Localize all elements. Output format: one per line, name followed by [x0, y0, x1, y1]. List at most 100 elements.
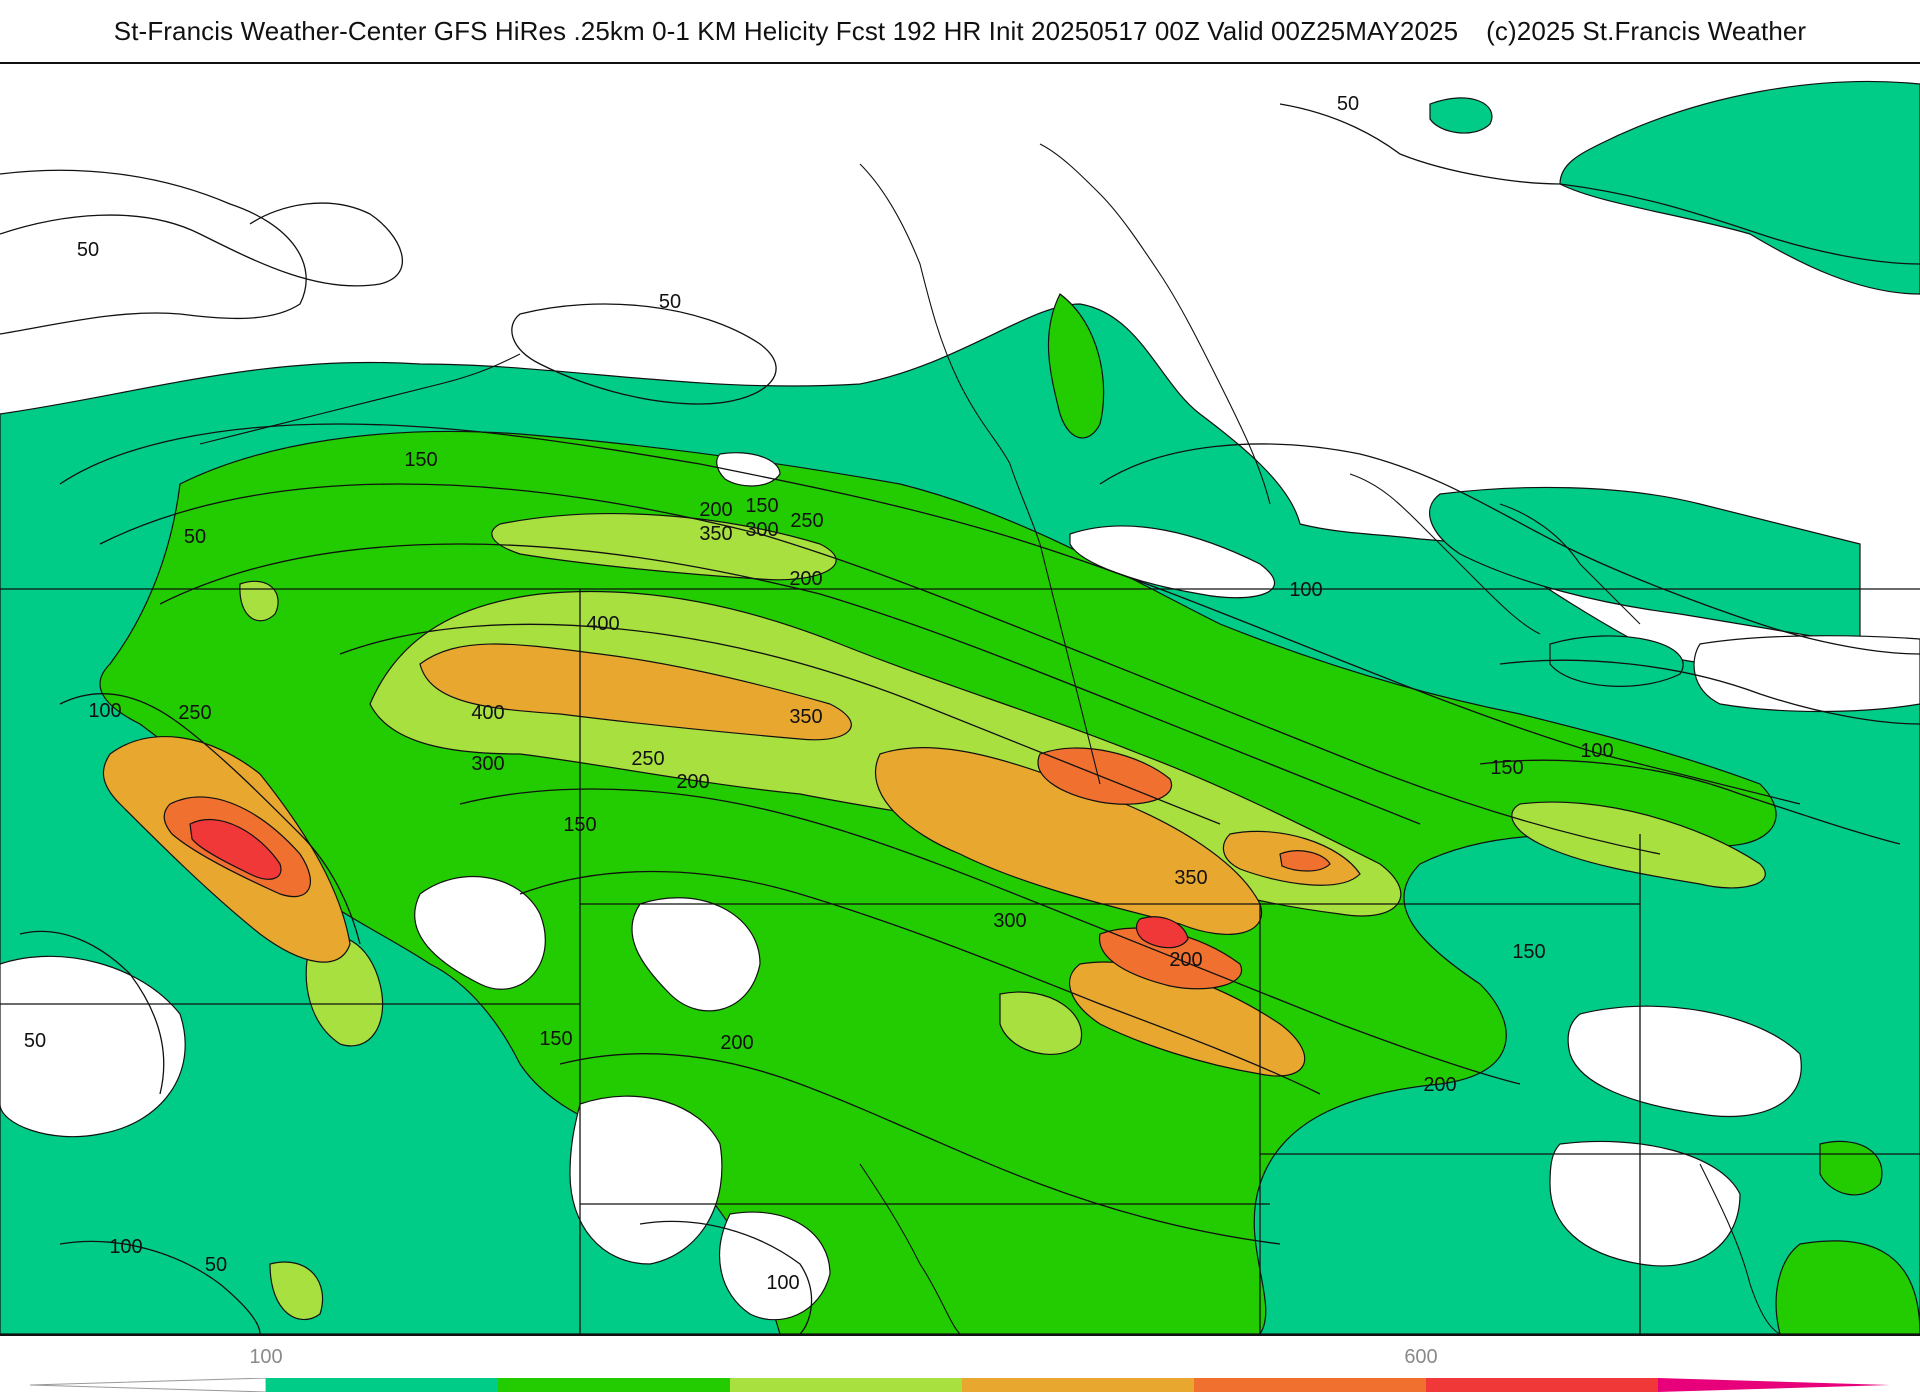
- contour-label: 250: [631, 748, 664, 770]
- legend-low-arrow: [30, 1378, 267, 1392]
- contour-label: 150: [745, 495, 778, 517]
- contour-label: 100: [109, 1236, 142, 1258]
- helicity-region: [305, 935, 384, 1047]
- contour-line: [59, 1240, 261, 1334]
- helicity-region: [1511, 801, 1766, 889]
- coastline: [859, 163, 1101, 785]
- contour-label: 100: [1580, 740, 1613, 762]
- helicity-region: [1429, 486, 1861, 645]
- legend-bin: [498, 1378, 730, 1392]
- helicity-band-600-700: [189, 818, 1189, 949]
- helicity-region: [1279, 850, 1331, 872]
- contour-line: [0, 169, 307, 335]
- contour-line: [511, 303, 777, 405]
- helicity-region: [1135, 916, 1189, 949]
- forecast-map: 50 50 50 50 150 50 200 150 350 300 250 2…: [0, 62, 1920, 1336]
- helicity-gap: [414, 875, 546, 990]
- contour-line: [339, 623, 1221, 825]
- contour-label: 350: [699, 523, 732, 545]
- contour-line: [519, 870, 1321, 1095]
- legend-bin: [1194, 1378, 1426, 1392]
- contour-label: 200: [699, 499, 732, 521]
- contour-line: [459, 788, 1521, 1085]
- contour-line: [639, 1220, 813, 1334]
- coastlines: [199, 143, 1781, 1334]
- contour-label: 400: [471, 702, 504, 724]
- contour-label: 150: [404, 449, 437, 471]
- contour-line: [19, 930, 165, 1095]
- contour-label: 300: [745, 519, 778, 541]
- legend-bin: [962, 1378, 1194, 1392]
- legend-bin: [266, 1378, 498, 1392]
- helicity-gap: [631, 897, 761, 1012]
- contour-label: 350: [1174, 867, 1207, 889]
- helicity-region: [491, 513, 837, 581]
- helicity-gap: [719, 1211, 831, 1321]
- low-helicity-gaps: [0, 452, 1920, 1321]
- color-legend: 100 600: [0, 1340, 1920, 1400]
- helicity-region: [999, 991, 1083, 1055]
- contour-line: [559, 1052, 1281, 1245]
- contour-label: 200: [676, 771, 709, 793]
- contour-label: 150: [1490, 757, 1523, 779]
- legend-bin: [730, 1378, 962, 1392]
- contour-label: 300: [471, 753, 504, 775]
- helicity-gap: [1693, 635, 1920, 713]
- coastline: [859, 1163, 961, 1334]
- helicity-region: [1559, 80, 1920, 295]
- contour-line: [59, 692, 361, 945]
- contour-line: [59, 423, 1801, 805]
- contour-labels: 50 50 50 50 150 50 200 150 350 300 250 2…: [24, 93, 1614, 1294]
- helicity-region: [239, 580, 279, 622]
- map-title-bar: St-Francis Weather-Center GFS HiRes .25k…: [0, 0, 1920, 62]
- contour-label: 50: [205, 1254, 227, 1276]
- contour-label: 50: [24, 1030, 46, 1052]
- helicity-region: [1549, 635, 1684, 687]
- contour-label: 150: [1512, 941, 1545, 963]
- legend-color-bar: [30, 1378, 1890, 1392]
- helicity-region: [1819, 1140, 1883, 1196]
- contour-label: 150: [563, 814, 596, 836]
- helicity-region: [1429, 97, 1493, 134]
- contour-label: 250: [178, 702, 211, 724]
- contour-label: 200: [720, 1032, 753, 1054]
- coastline: [199, 353, 521, 445]
- contour-label: 100: [766, 1272, 799, 1294]
- contour-label: 100: [1289, 579, 1322, 601]
- legend-tick-label: 600: [1404, 1346, 1438, 1368]
- helicity-region: [189, 818, 282, 880]
- contour-label: 350: [789, 706, 822, 728]
- contour-label: 200: [789, 568, 822, 590]
- contour-line: [1499, 659, 1920, 725]
- contour-line: [1099, 443, 1920, 655]
- contour-label: 200: [1423, 1074, 1456, 1096]
- contour-label: 50: [77, 239, 99, 261]
- contour-label: 150: [539, 1028, 572, 1050]
- contour-line: [1279, 103, 1920, 265]
- border-lines: [0, 588, 1920, 1334]
- legend-bin: [1426, 1378, 1658, 1392]
- coastline: [1349, 473, 1541, 635]
- contour-label: 250: [790, 510, 823, 532]
- helicity-map-svg: 50 50 50 50 150 50 200 150 350 300 250 2…: [0, 80, 1920, 1334]
- helicity-gap: [0, 955, 186, 1138]
- coastline: [1039, 143, 1271, 505]
- helicity-region: [1037, 747, 1173, 805]
- helicity-region: [419, 643, 852, 741]
- contour-line: [99, 483, 1661, 855]
- coastline: [1699, 1163, 1781, 1334]
- contour-line: [0, 202, 404, 287]
- contour-label: 100: [88, 700, 121, 722]
- legend-high-arrow: [1658, 1378, 1890, 1392]
- helicity-region: [269, 1261, 324, 1321]
- coastline: [1499, 503, 1641, 625]
- helicity-region: [1047, 293, 1105, 439]
- helicity-gap: [716, 452, 781, 487]
- helicity-gap: [1567, 1005, 1802, 1118]
- contour-line: [1479, 759, 1901, 845]
- contour-label: 300: [993, 910, 1026, 932]
- legend-tick-label: 100: [249, 1346, 283, 1368]
- copyright-notice: (c)2025 St.Francis Weather: [1486, 15, 1807, 46]
- contour-line: [159, 543, 1421, 825]
- contour-label: 50: [1337, 93, 1359, 115]
